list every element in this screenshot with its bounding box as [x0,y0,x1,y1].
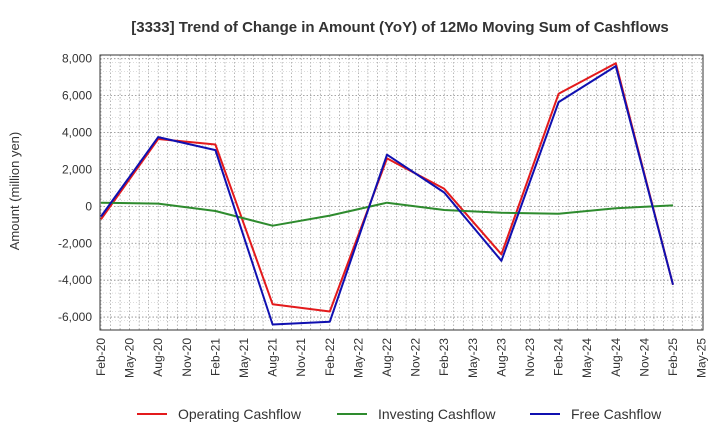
y-tick-label: -2,000 [58,236,92,250]
legend: Operating Cashflow Investing Cashflow Free… [137,406,662,422]
x-tick-label: May-21 [237,338,251,378]
x-tick-label: May-24 [580,338,594,378]
x-tick-label: Nov-22 [409,338,423,377]
x-tick-label: Aug-22 [380,338,394,377]
x-tick-label: Nov-23 [523,338,537,377]
y-axis-ticks: 8,000 6,000 4,000 2,000 0 -2,000 -4,000 -6,000 [58,52,92,324]
x-tick-label: Feb-23 [437,338,451,376]
x-tick-label: May-22 [351,338,365,378]
x-axis-ticks: Feb-20 May-20 Aug-20 Nov-20 Feb-21 May-21 Aug-… [94,338,709,378]
x-tick-label: Nov-20 [180,338,194,377]
x-tick-label: Aug-23 [494,338,508,377]
legend-label: Operating Cashflow [178,406,302,422]
series-line-free-cashflow [100,65,674,326]
series-line-operating-cashflow [100,62,674,313]
x-tick-label: May-25 [695,338,709,378]
y-tick-label: 0 [85,199,92,213]
x-tick-label: Feb-24 [552,338,566,376]
x-tick-label: Feb-21 [208,338,222,376]
legend-label: Investing Cashflow [378,406,496,422]
y-tick-label: 8,000 [62,52,92,66]
grid-lines [100,55,703,331]
x-tick-label: Aug-20 [151,338,165,377]
x-tick-label: Aug-24 [609,338,623,377]
plot-area-frame [99,54,704,331]
x-tick-label: Nov-24 [637,338,651,377]
legend-label: Free Cashflow [571,406,662,422]
y-axis-label: Amount (million yen) [7,132,22,251]
x-tick-label: Feb-25 [666,338,680,376]
x-tick-label: Aug-21 [266,338,280,377]
y-tick-label: 6,000 [62,89,92,103]
x-tick-label: Nov-21 [294,338,308,377]
y-tick-label: -6,000 [58,310,92,324]
x-tick-label: Feb-20 [94,338,108,376]
series-lines [100,62,674,326]
x-tick-label: May-23 [466,338,480,378]
x-tick-label: Feb-22 [323,338,337,376]
y-tick-label: -4,000 [58,273,92,287]
y-tick-label: 2,000 [62,162,92,176]
series-line-investing-cashflow [100,201,674,227]
x-tick-label: May-20 [123,338,137,378]
chart-title: [3333] Trend of Change in Amount (YoY) o… [131,19,669,36]
y-tick-label: 4,000 [62,126,92,140]
